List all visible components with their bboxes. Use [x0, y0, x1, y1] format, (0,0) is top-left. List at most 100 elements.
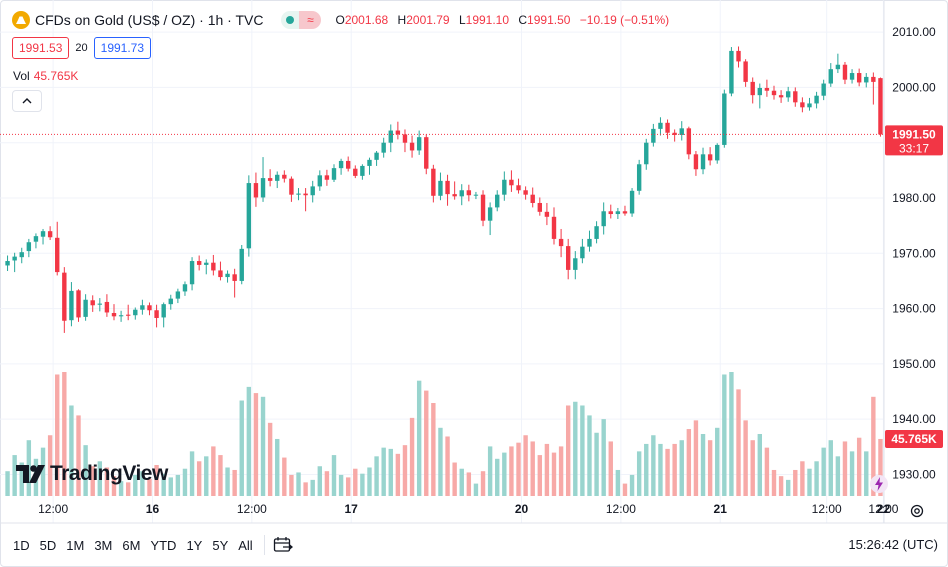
candle-body [757, 87, 763, 96]
timeframe-3m[interactable]: 3M [94, 537, 113, 553]
candle-body [367, 159, 372, 166]
volume-bar [388, 448, 393, 496]
candle-body [530, 194, 535, 203]
candle-body [175, 291, 181, 299]
flash-icon[interactable] [869, 474, 889, 494]
volume-bar [473, 483, 479, 496]
volume-axis-label: 45.765K [891, 432, 937, 446]
buy-price-button[interactable]: 1991.73 [93, 37, 152, 59]
volume-bar [161, 473, 166, 496]
volume-bar [69, 405, 74, 496]
timeframe-ytd[interactable]: YTD [150, 537, 177, 553]
volume-bar [615, 469, 621, 496]
candle-body [416, 137, 422, 151]
candle-body [587, 238, 592, 247]
toolbar-divider [263, 535, 265, 555]
volume-bar [12, 455, 17, 496]
volume-bar [523, 435, 528, 496]
tradingview-logo-icon [16, 465, 45, 483]
volume-bar [849, 451, 855, 496]
candle-body [558, 238, 564, 247]
timeframe-5y[interactable]: 5Y [212, 537, 229, 553]
sell-price-button[interactable]: 1991.53 [12, 37, 70, 59]
price-tick-label: 2010.00 [892, 25, 936, 39]
volume-bar [651, 435, 656, 496]
time-tick-label: 22 [877, 502, 891, 516]
high-key: H [397, 13, 407, 27]
volume-bar [636, 451, 642, 496]
candle-body [551, 216, 557, 239]
volume-bar [310, 479, 315, 496]
candle-body [814, 95, 819, 104]
utc-clock[interactable]: 15:26:42 (UTC) [848, 537, 938, 552]
timeframe-1d[interactable]: 1D [13, 537, 30, 553]
time-tick-label: 21 [714, 502, 728, 516]
volume-bar [5, 471, 10, 496]
volume-bar [424, 390, 429, 496]
candle-body [807, 103, 812, 108]
candle-body [211, 262, 216, 271]
timeframe-5d[interactable]: 5D [39, 537, 57, 553]
volume-bar [260, 396, 266, 496]
volume-bar [253, 393, 259, 496]
market-status-pill[interactable]: ≈ [281, 11, 322, 29]
volume-bar [140, 471, 145, 496]
timeframe-1y[interactable]: 1Y [186, 537, 203, 553]
candle-body [729, 50, 734, 94]
price-tick-label: 2000.00 [892, 80, 936, 94]
candle-body [856, 73, 862, 83]
close-value: 1991.50 [527, 13, 571, 27]
calendar-goto-icon[interactable] [271, 533, 295, 557]
candle-body [246, 183, 252, 249]
volume-bar [303, 482, 308, 496]
candle-body [573, 258, 578, 270]
symbol-title[interactable]: CFDs on Gold (US$ / OZ) · 1h · TVC [35, 12, 264, 28]
volume-bar [452, 462, 457, 496]
time-tick-label: 12:00 [606, 502, 636, 516]
low-key: L [458, 13, 466, 27]
candle-body [800, 102, 805, 108]
volume-bar [395, 453, 401, 496]
volume-bar [182, 468, 188, 496]
volume-bar [502, 452, 507, 496]
countdown-label: 33:17 [899, 141, 929, 155]
volume-legend[interactable]: Vol 45.765K [13, 69, 78, 83]
candle-body [636, 164, 642, 191]
volume-bar [289, 474, 294, 496]
volume-bar [275, 438, 280, 496]
close-key: C [518, 13, 528, 27]
volume-bar [736, 389, 741, 496]
volume-bar [367, 467, 372, 496]
timeframe-1m[interactable]: 1M [66, 537, 85, 553]
tradingview-logo[interactable]: TradingView [16, 462, 168, 486]
timeframe-all[interactable]: All [238, 537, 253, 553]
candle-body [686, 128, 692, 155]
time-tick-label: 16 [146, 502, 160, 516]
candle-body [168, 298, 173, 305]
candle-body [679, 128, 684, 135]
candle-body [133, 309, 138, 316]
volume-bar [40, 447, 46, 496]
volume-bar [204, 456, 209, 496]
volume-bar [814, 461, 819, 496]
volume-bar [580, 405, 585, 496]
candle-body [76, 290, 81, 318]
volume-bar [828, 440, 833, 496]
candle-body [736, 50, 741, 62]
volume-bar [551, 452, 557, 496]
volume-bar [19, 462, 24, 496]
gold-symbol-icon [12, 11, 30, 29]
collapse-legend-button[interactable] [12, 90, 42, 112]
volume-bar [871, 396, 876, 496]
gear-icon[interactable] [906, 500, 928, 522]
candle-body [608, 211, 613, 215]
volume-bar [125, 482, 131, 496]
candle-body [785, 91, 791, 98]
time-tick-label: 12:00 [868, 502, 898, 516]
candle-body [864, 76, 869, 83]
ohlc-values: O2001.68 H2001.79 L1991.10 C1991.50 −10.… [335, 13, 675, 27]
candle-body [374, 152, 379, 160]
timeframe-6m[interactable]: 6M [122, 537, 141, 553]
